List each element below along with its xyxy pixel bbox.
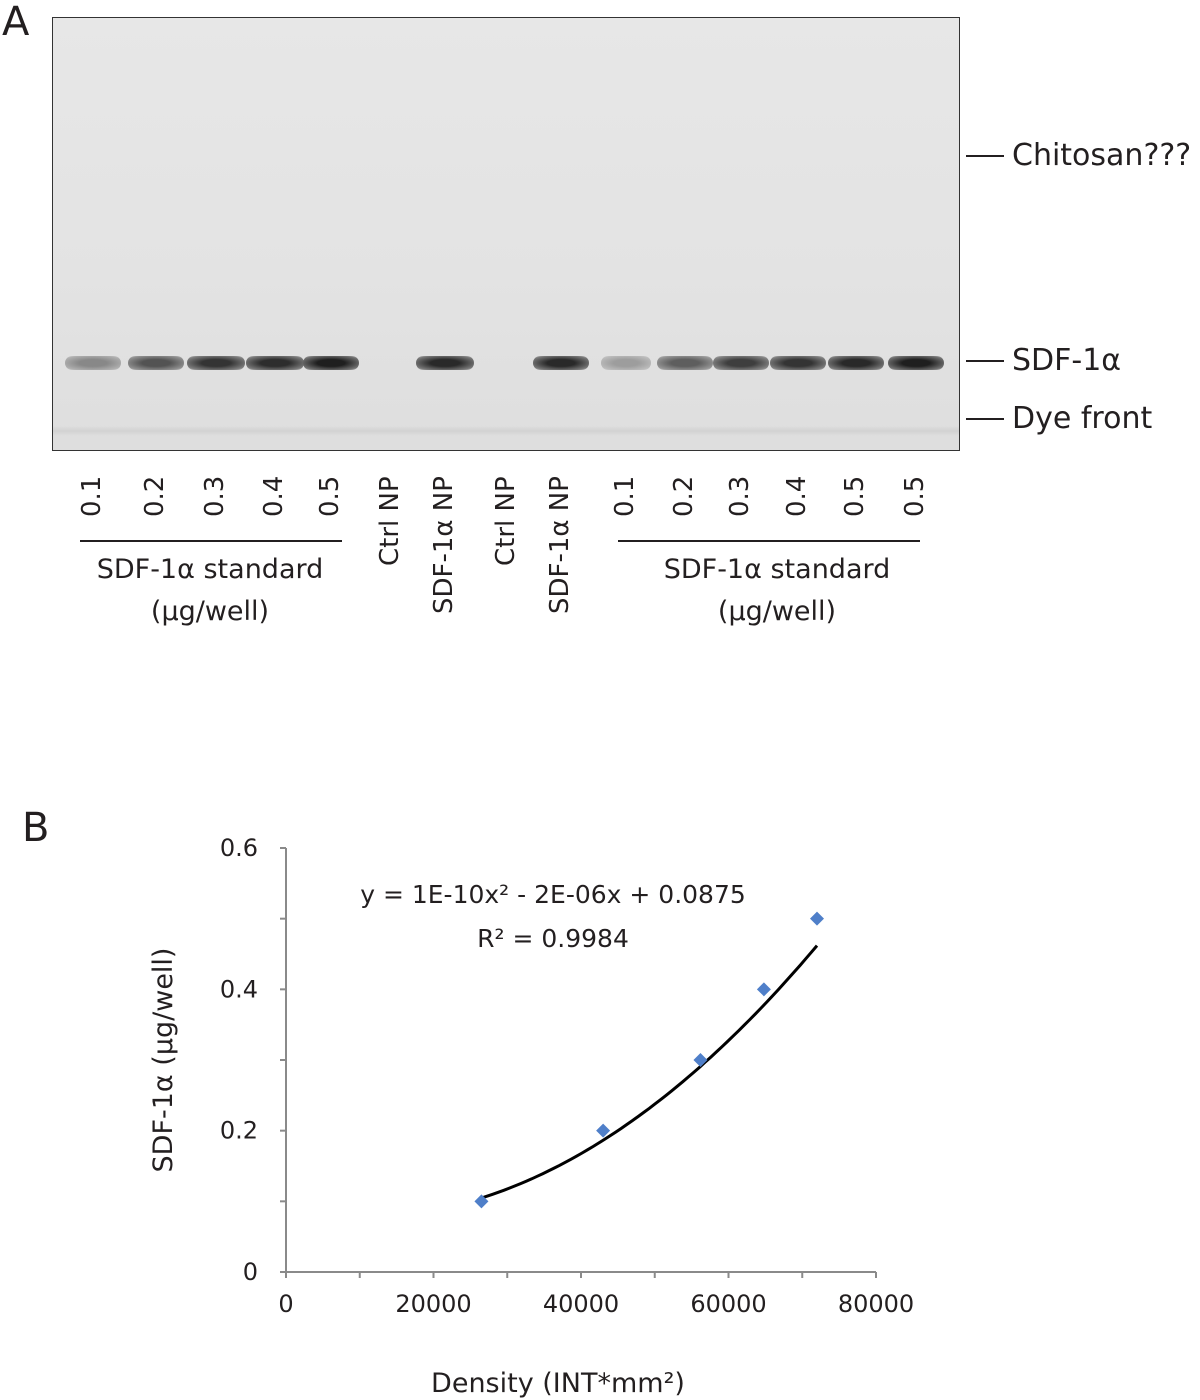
group-title-left: SDF-1α standard (µg/well)	[60, 549, 360, 633]
lane-label: Ctrl NP	[491, 476, 521, 566]
gel-band	[128, 356, 184, 370]
group-title-line1: SDF-1α standard	[96, 554, 324, 585]
lane-label: 0.3	[200, 475, 230, 517]
trendline	[480, 944, 819, 1200]
gel-band	[533, 356, 589, 370]
lane-label: 0.2	[140, 475, 170, 517]
data-point	[693, 1053, 708, 1067]
data-points	[474, 911, 824, 1209]
lane-label: 0.5	[900, 475, 930, 517]
marker-sdf1a: SDF-1α	[966, 343, 1121, 378]
x-tick-label: 20000	[395, 1290, 471, 1318]
lane-label: 0.5	[840, 475, 870, 517]
chart-ticks: 0 20000 40000 60000 80000 0 0.2 0.4 0.6	[220, 834, 914, 1318]
lane-label: 0.2	[669, 475, 699, 517]
gel-band	[187, 356, 245, 370]
chart-axes	[285, 848, 876, 1273]
data-point	[474, 1194, 489, 1209]
gel-band	[828, 356, 884, 370]
lane-label: Ctrl NP	[375, 476, 405, 566]
lane-label: 0.4	[259, 475, 289, 517]
x-axis-label: Density (INT*mm²)	[431, 1368, 685, 1399]
x-tick-label: 60000	[690, 1290, 766, 1318]
group-title-line2: (µg/well)	[150, 596, 270, 627]
gel-band	[246, 356, 304, 370]
trendline-equation: y = 1E-10x² - 2E-06x + 0.0875	[360, 880, 746, 909]
gel-band	[303, 356, 359, 370]
y-tick-label: 0.6	[220, 834, 258, 862]
panel-a-letter: A	[2, 0, 30, 45]
lane-label: SDF-1α NP	[429, 476, 459, 614]
group-title-line2: (µg/well)	[717, 596, 837, 627]
group-title-line1: SDF-1α standard	[663, 554, 891, 585]
lane-label: 0.4	[782, 475, 812, 517]
group-line-left	[80, 540, 342, 542]
gel-band	[657, 356, 713, 370]
lane-label: 0.1	[610, 475, 640, 517]
gel-band	[888, 356, 944, 370]
x-tick-label: 80000	[838, 1290, 914, 1318]
y-axis-label: SDF-1α (µg/well)	[148, 948, 179, 1173]
marker-label: Dye front	[1012, 401, 1153, 436]
data-point	[810, 911, 824, 926]
gel-band	[65, 356, 121, 370]
r-squared-label: R² = 0.9984	[477, 924, 629, 953]
marker-chitosan: Chitosan???	[966, 138, 1191, 173]
gel-band	[601, 356, 651, 370]
marker-label: Chitosan???	[1012, 138, 1192, 173]
lane-label: 0.5	[315, 475, 345, 517]
data-point	[596, 1123, 611, 1138]
marker-tick	[966, 417, 1004, 420]
group-title-right: SDF-1α standard (µg/well)	[627, 549, 927, 633]
x-tick-label: 0	[278, 1290, 293, 1318]
lane-label: 0.1	[77, 475, 107, 517]
gel-band	[713, 356, 769, 370]
marker-tick	[966, 154, 1004, 157]
data-point	[756, 982, 771, 997]
y-tick-label: 0	[243, 1258, 258, 1286]
marker-label: SDF-1α	[1012, 343, 1122, 378]
standard-curve-chart: 0 20000 40000 60000 80000 0 0.2 0.4 0.6 y = 1E-1…	[148, 834, 914, 1399]
lane-label: SDF-1α NP	[545, 476, 575, 614]
lane-label: 0.3	[725, 475, 755, 517]
y-tick-label: 0.4	[220, 975, 258, 1003]
marker-tick	[966, 359, 1004, 362]
group-line-right	[618, 540, 920, 542]
gel-band	[770, 356, 826, 370]
dye-front-band	[53, 426, 959, 436]
y-tick-label: 0.2	[220, 1117, 258, 1145]
x-tick-label: 40000	[543, 1290, 619, 1318]
panel-b-letter: B	[22, 805, 50, 851]
gel-image	[52, 17, 960, 451]
marker-dye-front: Dye front	[966, 401, 1152, 436]
gel-band	[416, 356, 474, 370]
